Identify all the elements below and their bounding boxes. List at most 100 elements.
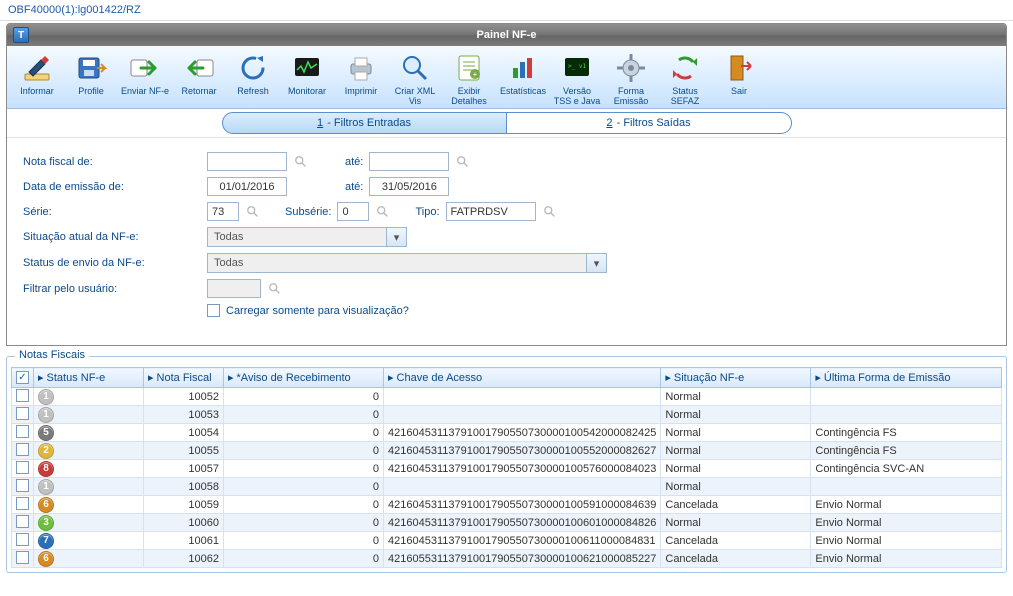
grid-notas: ▸Status NF-e ▸Nota Fiscal ▸*Aviso de Rec…	[11, 367, 1002, 568]
cell-forma: Envio Normal	[811, 496, 1002, 514]
lookup-serie-icon[interactable]	[245, 204, 261, 220]
table-row[interactable]: 1100580Normal	[12, 478, 1002, 496]
input-subserie[interactable]	[337, 202, 369, 221]
cell-situacao: Normal	[661, 442, 811, 460]
retornar-icon	[183, 52, 215, 84]
row-checkbox[interactable]	[16, 389, 29, 402]
row-checkbox[interactable]	[16, 515, 29, 528]
row-checkbox[interactable]	[16, 425, 29, 438]
row-checkbox[interactable]	[16, 407, 29, 420]
table-row[interactable]: 2100550421604531137910017905507300001005…	[12, 442, 1002, 460]
toolbar-retornar-label: Retornar	[182, 84, 217, 96]
toolbar-sair-button[interactable]: Sair	[713, 50, 765, 106]
row-checkbox[interactable]	[16, 551, 29, 564]
tab-filtros-entradas[interactable]: 1 - Filtros Entradas	[222, 112, 507, 134]
toolbar-status-label: Status SEFAZ	[671, 84, 700, 106]
lookup-usuario-icon[interactable]	[267, 281, 283, 297]
checkbox-carregar-visualizacao[interactable]	[207, 304, 220, 317]
window-title: Painel NF-e	[7, 29, 1006, 41]
tab-filtros-saidas[interactable]: 2 - Filtros Saídas	[507, 112, 792, 134]
row-checkbox[interactable]	[16, 533, 29, 546]
input-data-de[interactable]	[207, 177, 287, 196]
cell-nota: 10061	[144, 532, 224, 550]
cell-chave: 4216045311379100179055073000010054200008…	[384, 424, 661, 442]
lookup-tipo-icon[interactable]	[542, 204, 558, 220]
label-tipo: Tipo:	[415, 206, 439, 218]
row-checkbox[interactable]	[16, 461, 29, 474]
cell-forma: Envio Normal	[811, 532, 1002, 550]
cell-nota: 10053	[144, 406, 224, 424]
table-row[interactable]: 6100590421604531137910017905507300001005…	[12, 496, 1002, 514]
toolbar-status-button[interactable]: Status SEFAZ	[659, 50, 711, 106]
status-badge: 8	[38, 461, 54, 477]
table-row[interactable]: 5100540421604531137910017905507300001005…	[12, 424, 1002, 442]
col-header-chave[interactable]: ▸Chave de Acesso	[384, 368, 661, 388]
col-header-forma[interactable]: ▸Última Forma de Emissão	[811, 368, 1002, 388]
lookup-nota-ate-icon[interactable]	[455, 154, 471, 170]
lookup-subserie-icon[interactable]	[375, 204, 391, 220]
cell-aviso: 0	[224, 424, 384, 442]
row-checkbox[interactable]	[16, 479, 29, 492]
cell-chave: 4216045311379100179055073000010055200008…	[384, 442, 661, 460]
input-serie[interactable]	[207, 202, 239, 221]
toolbar-monitorar-button[interactable]: Monitorar	[281, 50, 333, 106]
exibir-icon: +	[453, 52, 485, 84]
toolbar-versao-button[interactable]: >_ v1Versão TSS e Java	[551, 50, 603, 106]
input-usuario[interactable]	[207, 279, 261, 298]
chevron-down-icon[interactable]: ▾	[386, 228, 406, 246]
col-header-status[interactable]: ▸Status NF-e	[34, 368, 144, 388]
col-header-aviso[interactable]: ▸*Aviso de Recebimento	[224, 368, 384, 388]
col-header-situacao[interactable]: ▸Situação NF-e	[661, 368, 811, 388]
label-situacao: Situação atual da NF-e:	[17, 231, 207, 243]
toolbar-forma-button[interactable]: Forma Emissão	[605, 50, 657, 106]
row-checkbox[interactable]	[16, 443, 29, 456]
toolbar-enviar-button[interactable]: Enviar NF-e	[119, 50, 171, 106]
label-nota-ate: até:	[345, 156, 363, 168]
cell-situacao: Cancelada	[661, 496, 811, 514]
col-header-nota[interactable]: ▸Nota Fiscal	[144, 368, 224, 388]
input-data-ate[interactable]	[369, 177, 449, 196]
input-tipo[interactable]	[446, 202, 536, 221]
cell-situacao: Normal	[661, 460, 811, 478]
cell-situacao: Cancelada	[661, 532, 811, 550]
table-row[interactable]: 6100620421605531137910017905507300001006…	[12, 550, 1002, 568]
combo-situacao[interactable]: Todas ▾	[207, 227, 407, 247]
combo-situacao-value: Todas	[214, 231, 243, 243]
table-row[interactable]: 1100520Normal	[12, 388, 1002, 406]
cell-nota: 10059	[144, 496, 224, 514]
toolbar-profile-button[interactable]: Profile	[65, 50, 117, 106]
row-checkbox[interactable]	[16, 497, 29, 510]
informar-icon	[21, 52, 53, 84]
table-row[interactable]: 7100610421604531137910017905507300001006…	[12, 532, 1002, 550]
label-filtrar-usuario: Filtrar pelo usuário:	[17, 283, 207, 295]
table-row[interactable]: 3100600421604531137910017905507300001006…	[12, 514, 1002, 532]
input-nota-de[interactable]	[207, 152, 287, 171]
status-badge: 6	[38, 497, 54, 513]
cell-chave	[384, 388, 661, 406]
cell-situacao: Normal	[661, 478, 811, 496]
table-row[interactable]: 8100570421604531137910017905507300001005…	[12, 460, 1002, 478]
lookup-nota-de-icon[interactable]	[293, 154, 309, 170]
breadcrumb[interactable]: OBF40000(1):lg001422/RZ	[0, 0, 1013, 21]
cell-chave: 4216045311379100179055073000010060100008…	[384, 514, 661, 532]
refresh-icon	[237, 52, 269, 84]
combo-status-envio[interactable]: Todas ▾	[207, 253, 607, 273]
toolbar-criarxml-button[interactable]: Criar XML Vis	[389, 50, 441, 106]
toolbar-imprimir-button[interactable]: Imprimir	[335, 50, 387, 106]
cell-nota: 10055	[144, 442, 224, 460]
input-nota-ate[interactable]	[369, 152, 449, 171]
toolbar-exibir-button[interactable]: +Exibir Detalhes	[443, 50, 495, 106]
cell-nota: 10058	[144, 478, 224, 496]
window: T Painel NF-e InformarProfileEnviar NF-e…	[6, 23, 1007, 346]
toolbar-estat-button[interactable]: Estatísticas	[497, 50, 549, 106]
header-checkbox[interactable]	[16, 371, 29, 384]
status-badge: 1	[38, 407, 54, 423]
toolbar-retornar-button[interactable]: Retornar	[173, 50, 225, 106]
toolbar-refresh-button[interactable]: Refresh	[227, 50, 279, 106]
table-row[interactable]: 1100530Normal	[12, 406, 1002, 424]
cell-nota: 10060	[144, 514, 224, 532]
toolbar-informar-button[interactable]: Informar	[11, 50, 63, 106]
chevron-down-icon[interactable]: ▾	[586, 254, 606, 272]
cell-aviso: 0	[224, 442, 384, 460]
col-header-checkbox[interactable]	[12, 368, 34, 388]
